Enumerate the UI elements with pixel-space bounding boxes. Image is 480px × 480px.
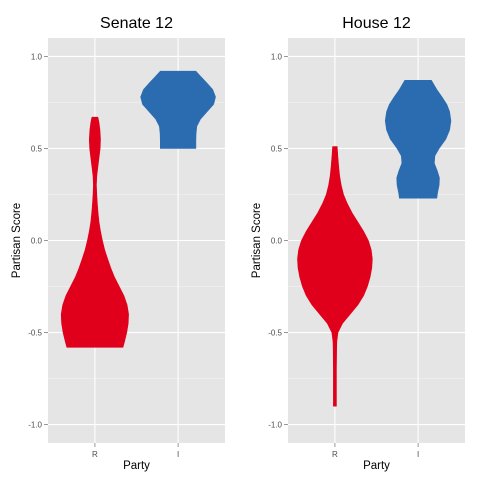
- y-tick-label: 1.0: [31, 52, 43, 61]
- y-tick-label: 0.0: [271, 237, 283, 246]
- x-axis-title: Party: [123, 460, 150, 472]
- y-tick-label: 1.0: [271, 52, 283, 61]
- violin-r: [297, 146, 373, 407]
- y-tick-label: 0.5: [271, 144, 283, 153]
- y-tick-label: 0.0: [31, 237, 43, 246]
- y-tick-label: -1.0: [268, 421, 282, 430]
- y-tick-label: 0.5: [31, 144, 43, 153]
- violin-i: [140, 70, 216, 149]
- x-tick-label: R: [332, 450, 338, 459]
- y-tick-label: -0.5: [268, 329, 282, 338]
- x-axis-title: Party: [363, 460, 390, 472]
- y-axis-title: Partisan Score: [11, 203, 23, 278]
- x-tick-label: I: [417, 450, 419, 459]
- y-axis-title: Partisan Score: [251, 203, 263, 278]
- panel-0: -1.0 -0.5 0.0 0.5 1.0 R I Senate 12 Party Partisa…: [11, 15, 225, 472]
- y-tick-label: -0.5: [28, 329, 42, 338]
- violin-r: [60, 116, 129, 348]
- y-tick-label: -1.0: [28, 421, 42, 430]
- x-tick-label: R: [92, 450, 98, 459]
- x-tick-label: I: [177, 450, 179, 459]
- panel-1: -1.0 -0.5 0.0 0.5 1.0 R I House 12 Party Partisan…: [251, 15, 465, 472]
- violin-i: [384, 80, 452, 199]
- panel-title: House 12: [342, 15, 411, 32]
- panel-title: Senate 12: [100, 15, 173, 32]
